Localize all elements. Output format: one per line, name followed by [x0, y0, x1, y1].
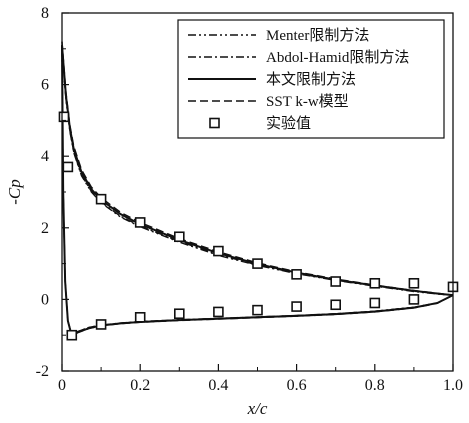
- experiment-points: [58, 111, 459, 341]
- x-tick-label: 0: [58, 377, 66, 394]
- experiment-point: [174, 231, 185, 243]
- legend-label: Abdol-Hamid限制方法: [266, 49, 409, 66]
- experiment-point: [66, 329, 78, 341]
- experiment-point: [330, 276, 342, 287]
- x-tick-label: 1.0: [443, 377, 463, 394]
- experiment-point: [213, 306, 224, 318]
- experiment-point: [95, 193, 107, 205]
- experiment-point: [408, 277, 420, 289]
- experiment-point: [95, 319, 107, 330]
- legend-label: 本文限制方法: [266, 71, 356, 88]
- y-axis-label: -Cp: [5, 179, 24, 205]
- experiment-point: [134, 311, 146, 323]
- tick-marks: [61, 12, 454, 372]
- experiment-point: [252, 304, 263, 316]
- experiment-point: [58, 111, 70, 123]
- y-tick-label: -2: [36, 363, 49, 380]
- x-tick-label: 0.6: [287, 377, 307, 394]
- y-tick-label: 6: [41, 77, 49, 94]
- legend-label: 实验值: [266, 115, 311, 132]
- experiment-point: [408, 294, 420, 305]
- y-tick-label: 0: [41, 291, 49, 308]
- x-tick-label: 0.8: [365, 377, 385, 394]
- experiment-point: [213, 245, 224, 257]
- experiment-point: [369, 277, 381, 289]
- legend-marker: [209, 117, 220, 129]
- legend-label: Menter限制方法: [266, 27, 369, 44]
- experiment-point: [291, 269, 302, 280]
- x-tick-label: 0.4: [208, 377, 228, 394]
- tick-labels: 0 0.2 0.4 0.6 0.8 1.0 -2 0 2 4 6 8: [36, 5, 463, 394]
- y-tick-label: 8: [41, 5, 49, 22]
- legend-label: SST k-w模型: [266, 93, 349, 110]
- y-tick-label: 2: [41, 220, 49, 237]
- experiment-point: [174, 308, 185, 320]
- experiment-point: [134, 217, 146, 228]
- experiment-point: [291, 301, 302, 312]
- y-tick-label: 4: [41, 148, 49, 165]
- x-tick-label: 0.2: [130, 377, 150, 394]
- plot-area: [58, 41, 459, 341]
- experiment-point: [252, 258, 263, 269]
- experiment-point: [62, 161, 74, 173]
- x-axis-label: x/c: [247, 399, 268, 418]
- experiment-point: [369, 297, 381, 309]
- experiment-point: [330, 299, 342, 311]
